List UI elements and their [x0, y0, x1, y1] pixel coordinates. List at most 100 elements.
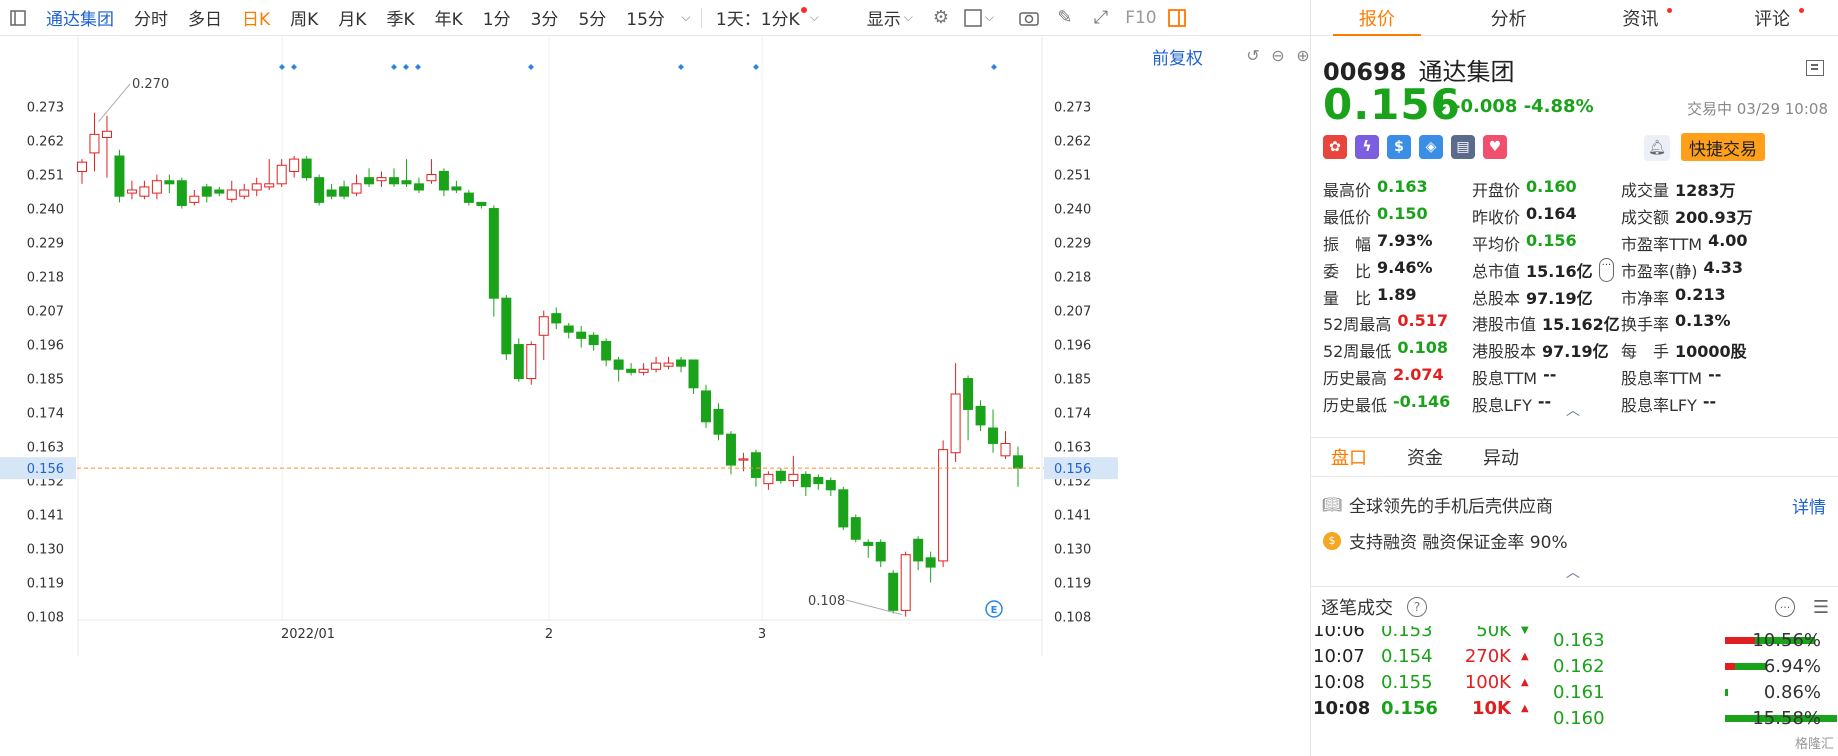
candle-down: [913, 538, 924, 562]
heart-icon[interactable]: ♥: [1483, 135, 1507, 159]
stat-cell: 平均价 0.156: [1472, 231, 1621, 255]
candle-down: [326, 189, 337, 197]
y-tick-label-right: 0.196: [1054, 339, 1091, 354]
candle-up: [663, 362, 674, 367]
layout-icon[interactable]: [1806, 60, 1824, 76]
stat-value: 1.89: [1377, 284, 1417, 304]
interval-select[interactable]: 1天：1分K ⌵: [706, 0, 829, 36]
min-leader-line: [845, 599, 902, 616]
period-tab[interactable]: 多日: [188, 10, 222, 30]
stat-value: 200.93万: [1675, 208, 1753, 228]
tab-comments-label: 评论: [1754, 8, 1791, 30]
period-tab[interactable]: 15分: [626, 10, 665, 30]
coin-icon: $: [1323, 531, 1341, 550]
zoom-in-icon[interactable]: ⊕: [1296, 45, 1310, 65]
stat-value: 97.19亿: [1526, 288, 1593, 308]
stat-label: 历史最低: [1323, 395, 1388, 415]
stat-value: 0.213: [1675, 284, 1726, 304]
hk-flag-icon[interactable]: ✿: [1323, 135, 1347, 159]
dist-bar: [1725, 637, 1831, 644]
help-icon[interactable]: ?: [1407, 596, 1427, 617]
square-icon[interactable]: ⌵: [959, 0, 999, 36]
more-icon[interactable]: ···: [1775, 597, 1795, 617]
period-tab[interactable]: 周K: [290, 10, 319, 30]
candle-down: [588, 334, 599, 346]
chevron-down-icon[interactable]: ⌵: [681, 10, 691, 24]
zoom-out-icon[interactable]: ⊖: [1271, 45, 1285, 65]
tab-news[interactable]: 资讯: [1575, 0, 1707, 35]
tab-comments[interactable]: 评论: [1706, 0, 1838, 35]
price-dist-row: 0.161 0.86%: [1541, 678, 1831, 707]
detail-link[interactable]: 详情: [1792, 498, 1826, 518]
tab-analysis[interactable]: 分析: [1443, 0, 1575, 35]
collapse-icon[interactable]: ︿: [1566, 403, 1580, 419]
y-tick-label-right: 0.229: [1054, 237, 1091, 252]
period-tab[interactable]: 5分: [578, 10, 607, 30]
stat-cell: 股息率TTM --: [1621, 365, 1811, 389]
list-icon[interactable]: ☰: [1812, 597, 1829, 618]
period-tab[interactable]: 分时: [134, 10, 168, 30]
period-tab[interactable]: 日K: [242, 10, 271, 30]
stat-label: 量 比: [1323, 288, 1372, 308]
stat-cell: 股息率LFY --: [1621, 392, 1811, 416]
candle-up: [950, 393, 961, 454]
y-tick-label-left: 0.218: [27, 271, 64, 286]
tab-quote[interactable]: 报价: [1311, 0, 1443, 36]
subtab-orderbook[interactable]: 盘口: [1331, 448, 1367, 469]
pencil-icon[interactable]: ✎: [1057, 7, 1073, 28]
dist-price: 0.163: [1553, 630, 1605, 651]
max-price-label: 0.270: [132, 77, 169, 92]
period-tab[interactable]: 月K: [338, 10, 367, 30]
stat-value: --: [1708, 364, 1722, 384]
change-value: -0.008: [1453, 96, 1518, 117]
display-menu[interactable]: 显示 ⌵: [857, 0, 923, 36]
candle-up: [376, 177, 387, 182]
bookmark-icon[interactable]: ▤: [1451, 135, 1475, 159]
stat-label: 委 比: [1323, 261, 1372, 281]
stock-name-tab[interactable]: 通达集团: [46, 10, 114, 30]
quick-trade-button[interactable]: 快捷交易: [1681, 133, 1765, 161]
kline-chart[interactable]: 0.273 0.273 0.262 0.262 0.251 0.251 0.240 0.240…: [0, 36, 1310, 756]
bell-icon[interactable]: 🔔︎: [1644, 135, 1670, 161]
period-tab[interactable]: 1分: [482, 10, 511, 30]
candle-down: [488, 208, 499, 299]
stats-grid: 最高价 0.163 开盘价 0.160 成交量 1283万 最低价 0.150 昨收价 0.164…: [1323, 176, 1833, 417]
candle-up: [139, 186, 150, 197]
candle-down: [775, 470, 786, 482]
camera-icon[interactable]: [1011, 0, 1047, 36]
lightning-icon[interactable]: ϟ: [1355, 135, 1379, 159]
tag-icon[interactable]: ◈: [1419, 135, 1443, 159]
period-tab[interactable]: 季K: [386, 10, 415, 30]
candle-down: [389, 177, 399, 185]
dollar-icon[interactable]: $: [1387, 135, 1411, 159]
subtab-movement[interactable]: 异动: [1483, 448, 1519, 469]
y-tick-label-left: 0.251: [27, 169, 64, 184]
reset-icon[interactable]: ↺: [1246, 45, 1260, 65]
candle-down: [863, 541, 874, 546]
stat-value: 97.19亿: [1542, 342, 1609, 362]
collapse-icon-2[interactable]: ︿: [1566, 565, 1580, 581]
gear-icon[interactable]: ⚙: [932, 7, 949, 28]
stat-value: 15.16亿: [1526, 261, 1593, 281]
adjust-mode-link[interactable]: 前复权: [1152, 49, 1203, 69]
stat-value: 0.160: [1526, 177, 1577, 197]
subtab-capital[interactable]: 资金: [1407, 448, 1443, 469]
event-marker-icon: [403, 64, 409, 70]
trades-list[interactable]: 10:06 0.153 50K ▼ 10:07 0.154 270K ▲ 10:08…: [1311, 626, 1838, 756]
candle-down: [438, 170, 449, 191]
period-tab[interactable]: 3分: [530, 10, 559, 30]
trade-price: 0.154: [1381, 646, 1433, 667]
event-marker-icon: [279, 64, 285, 70]
trade-price: 0.156: [1381, 698, 1438, 719]
fullscreen-icon[interactable]: ⤢: [1093, 7, 1109, 28]
candle-down: [339, 186, 350, 197]
period-tab[interactable]: 年K: [434, 10, 463, 30]
f10-icon[interactable]: F10: [1125, 7, 1157, 28]
candle-up: [89, 133, 100, 154]
sidebar-toggle-icon[interactable]: [0, 0, 36, 36]
candle-down: [563, 325, 574, 333]
panel-toggle-icon[interactable]: [1159, 0, 1195, 36]
stat-cell: 量 比 1.89: [1323, 285, 1472, 309]
more-icon[interactable]: ···: [1598, 257, 1615, 282]
